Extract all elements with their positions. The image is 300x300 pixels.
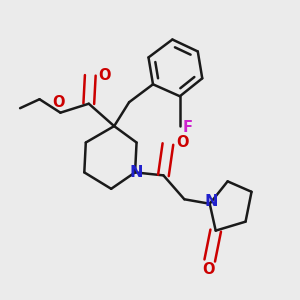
- Text: O: O: [99, 68, 111, 83]
- Text: O: O: [202, 262, 214, 277]
- Text: O: O: [176, 135, 189, 150]
- Text: N: N: [205, 194, 218, 209]
- Text: N: N: [130, 165, 143, 180]
- Text: F: F: [183, 120, 193, 135]
- Text: O: O: [53, 95, 65, 110]
